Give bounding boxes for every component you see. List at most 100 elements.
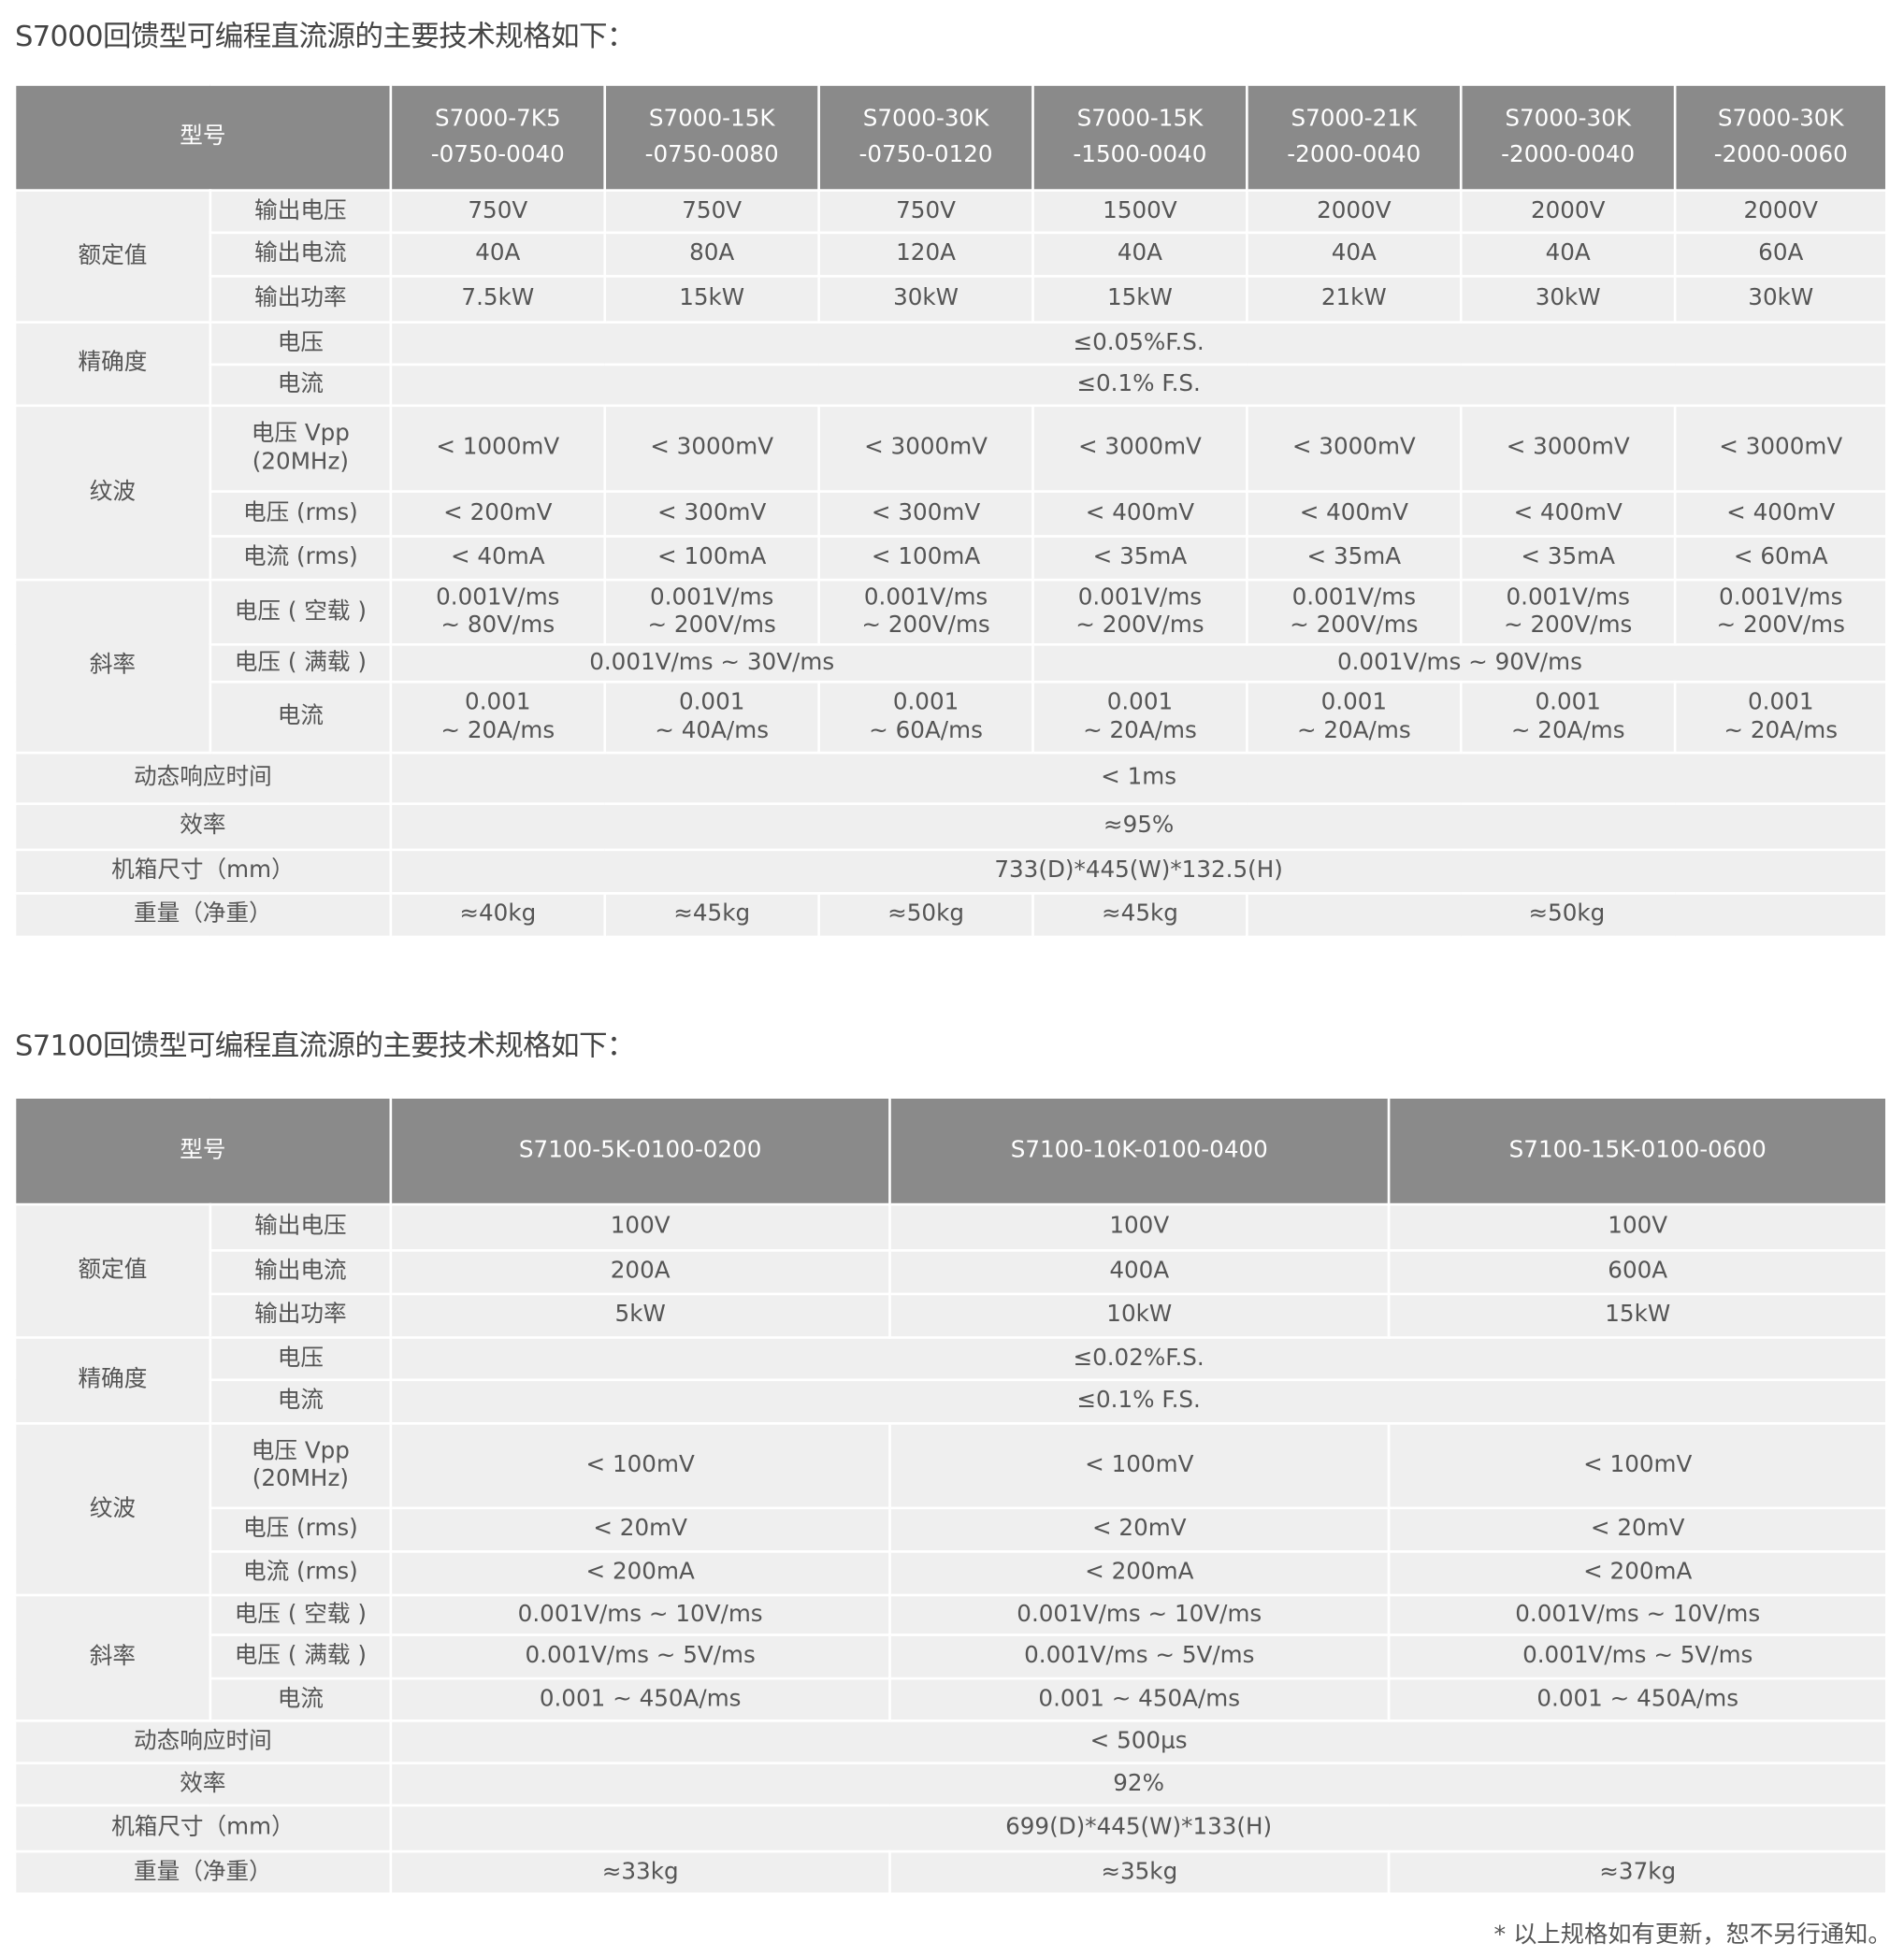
row-sub-label: 电压 ( 空载 ) bbox=[209, 1593, 393, 1636]
table-row: 精确度 电压 ≤0.02%F.S. bbox=[13, 1336, 1888, 1425]
spec-value: < 1ms bbox=[389, 751, 1888, 805]
spec-value: < 35mA bbox=[1459, 535, 1677, 582]
model-name: S7000-30K -0750-0120 bbox=[817, 83, 1034, 192]
s7000-spec-table: 型号 S7000-7K5 -0750-0040 S7000-15K -0750-00… bbox=[13, 83, 1888, 939]
spec-value: < 1000mV bbox=[389, 404, 607, 493]
spec-value: 0.001V/ms ~ 5V/ms bbox=[389, 1633, 891, 1680]
row-group-label: 斜率 bbox=[13, 1593, 211, 1722]
model-name: S7000-15K -1500-0040 bbox=[1031, 83, 1248, 192]
spec-value: 21kW bbox=[1246, 275, 1463, 324]
row-label: 效率 bbox=[13, 1762, 393, 1807]
spec-value: 0.001 ~ 20A/ms bbox=[1673, 680, 1888, 755]
spec-value: 750V bbox=[603, 189, 820, 235]
spec-value: 400A bbox=[888, 1249, 1391, 1296]
spec-value: ≈35kg bbox=[888, 1849, 1391, 1895]
spec-value: < 20mV bbox=[389, 1506, 891, 1553]
spec-value: 699(D)*445(W)*133(H) bbox=[389, 1804, 1888, 1853]
spec-value: < 100mV bbox=[1387, 1421, 1888, 1510]
s7100-spec-table: 型号 S7100-5K-0100-0200 S7100-10K-0100-0400 S… bbox=[13, 1096, 1888, 1895]
spec-value: < 3000mV bbox=[1246, 404, 1463, 493]
row-sub-label: 电压 bbox=[209, 1336, 393, 1382]
row-sub-label: 电压 Vpp (20MHz) bbox=[209, 404, 393, 493]
table-row: 电流 ≤0.1% F.S. bbox=[15, 363, 1888, 408]
row-sub-label: 电压 (rms) bbox=[209, 490, 393, 538]
table-row: 额定值 输出电压 100V 100V 100V bbox=[13, 1202, 1888, 1339]
spec-value: 0.001V/ms ~ 200V/ms bbox=[603, 578, 820, 646]
spec-value: ≈33kg bbox=[389, 1849, 891, 1895]
spec-value: 40A bbox=[1459, 231, 1677, 278]
spec-value: < 200mA bbox=[1387, 1550, 1888, 1597]
spec-value: 0.001 ~ 20A/ms bbox=[1246, 680, 1463, 755]
row-sub-label: 输出电流 bbox=[209, 231, 393, 278]
spec-value: < 100mA bbox=[603, 535, 820, 582]
table-row: 输出功率 5kW 10kW 15kW bbox=[15, 1292, 1888, 1339]
spec-value: 0.001 ~ 20A/ms bbox=[1031, 680, 1248, 755]
row-sub-label: 电流 (rms) bbox=[209, 535, 393, 582]
spec-value: 0.001V/ms ~ 200V/ms bbox=[817, 578, 1034, 646]
spec-value: 120A bbox=[817, 231, 1034, 278]
table-row: 动态响应时间 < 500μs bbox=[13, 1720, 1888, 1764]
spec-value: 92% bbox=[389, 1762, 1888, 1807]
spec-value: 10kW bbox=[888, 1292, 1391, 1339]
spec-value: 0.001 ~ 40A/ms bbox=[603, 680, 820, 755]
spec-value: ≤0.1% F.S. bbox=[389, 1378, 1888, 1425]
spec-value: 15kW bbox=[1031, 275, 1248, 324]
spec-value: 30kW bbox=[1459, 275, 1677, 324]
spec-value: < 3000mV bbox=[603, 404, 820, 493]
spec-value: 100V bbox=[1387, 1202, 1888, 1252]
row-sub-label: 电流 bbox=[209, 1676, 393, 1722]
spec-value: < 40mA bbox=[389, 535, 607, 582]
table-row: 机箱尺寸（mm） 733(D)*445(W)*132.5(H) bbox=[13, 848, 1888, 895]
spec-value: < 100mV bbox=[888, 1421, 1391, 1510]
table-row: 电压 (rms) < 200mV < 300mV < 300mV < 400mV < 40… bbox=[15, 490, 1888, 538]
table-row: 斜率 电压 ( 空载 ) 0.001V/ms ~ 10V/ms 0.001V/ms ~… bbox=[13, 1593, 1888, 1722]
spec-value: ≈50kg bbox=[817, 892, 1034, 939]
spec-value: 0.001 ~ 450A/ms bbox=[1387, 1676, 1888, 1722]
spec-value: 0.001V/ms ~ 10V/ms bbox=[888, 1593, 1391, 1636]
table-row: 电流 0.001 ~ 20A/ms 0.001 ~ 40A/ms 0.001 ~ 60… bbox=[15, 680, 1888, 755]
table-row: 电流 ≤0.1% F.S. bbox=[15, 1378, 1888, 1425]
spec-value: 2000V bbox=[1246, 189, 1463, 235]
spec-value: ≈50kg bbox=[1246, 892, 1888, 939]
spec-value: < 3000mV bbox=[1459, 404, 1677, 493]
spec-value: < 200mA bbox=[888, 1550, 1391, 1597]
spec-value: < 3000mV bbox=[817, 404, 1034, 493]
spec-value: 0.001V/ms ~ 200V/ms bbox=[1246, 578, 1463, 646]
table-row: 效率 92% bbox=[13, 1762, 1888, 1807]
spec-value: ≤0.02%F.S. bbox=[389, 1336, 1888, 1382]
spec-value: 0.001 ~ 20A/ms bbox=[389, 680, 607, 755]
row-label: 机箱尺寸（mm） bbox=[13, 848, 393, 895]
header-row: 型号 S7100-5K-0100-0200 S7100-10K-0100-0400 S… bbox=[13, 1096, 1888, 1206]
table-row: 机箱尺寸（mm） 699(D)*445(W)*133(H) bbox=[13, 1804, 1888, 1853]
spec-value: 0.001V/ms ~ 5V/ms bbox=[888, 1633, 1391, 1680]
table-row: 电流 (rms) < 40mA < 100mA < 100mA < 35mA < 35mA… bbox=[15, 535, 1888, 582]
spec-value: < 300mV bbox=[817, 490, 1034, 538]
spec-value: ≈95% bbox=[389, 802, 1888, 852]
spec-value: 2000V bbox=[1459, 189, 1677, 235]
spec-value: < 500μs bbox=[389, 1720, 1888, 1764]
spec-value: ≤0.05%F.S. bbox=[389, 321, 1888, 367]
model-name: S7000-21K -2000-0040 bbox=[1246, 83, 1463, 192]
model-header-label: 型号 bbox=[13, 83, 393, 192]
spec-value: 7.5kW bbox=[389, 275, 607, 324]
spec-value: < 100mA bbox=[817, 535, 1034, 582]
spec-value: 0.001V/ms ~ 80V/ms bbox=[389, 578, 607, 646]
table-row: 输出电流 40A 80A 120A 40A 40A 40A 60A bbox=[15, 231, 1888, 278]
row-sub-label: 电压 ( 满载 ) bbox=[209, 642, 393, 684]
table-row: 精确度 电压 ≤0.05%F.S. bbox=[13, 321, 1888, 408]
spec-value: 60A bbox=[1673, 231, 1888, 278]
model-name: S7100-10K-0100-0400 bbox=[888, 1096, 1391, 1206]
row-group-label: 精确度 bbox=[13, 1336, 211, 1425]
row-label: 重量（净重） bbox=[13, 892, 393, 939]
row-sub-label: 电流 bbox=[209, 363, 393, 408]
s7100-spec-title: S7100回馈型可编程直流源的主要技术规格如下： bbox=[14, 1029, 636, 1063]
spec-value: < 3000mV bbox=[1031, 404, 1248, 493]
row-group-label: 额定值 bbox=[13, 1202, 211, 1339]
spec-value: < 20mV bbox=[888, 1506, 1391, 1553]
spec-value: < 400mV bbox=[1459, 490, 1677, 538]
spec-value: < 200mV bbox=[389, 490, 607, 538]
row-label: 动态响应时间 bbox=[13, 1720, 393, 1764]
spec-value: 30kW bbox=[1673, 275, 1888, 324]
row-sub-label: 电流 bbox=[209, 1378, 393, 1425]
spec-value: 15kW bbox=[603, 275, 820, 324]
